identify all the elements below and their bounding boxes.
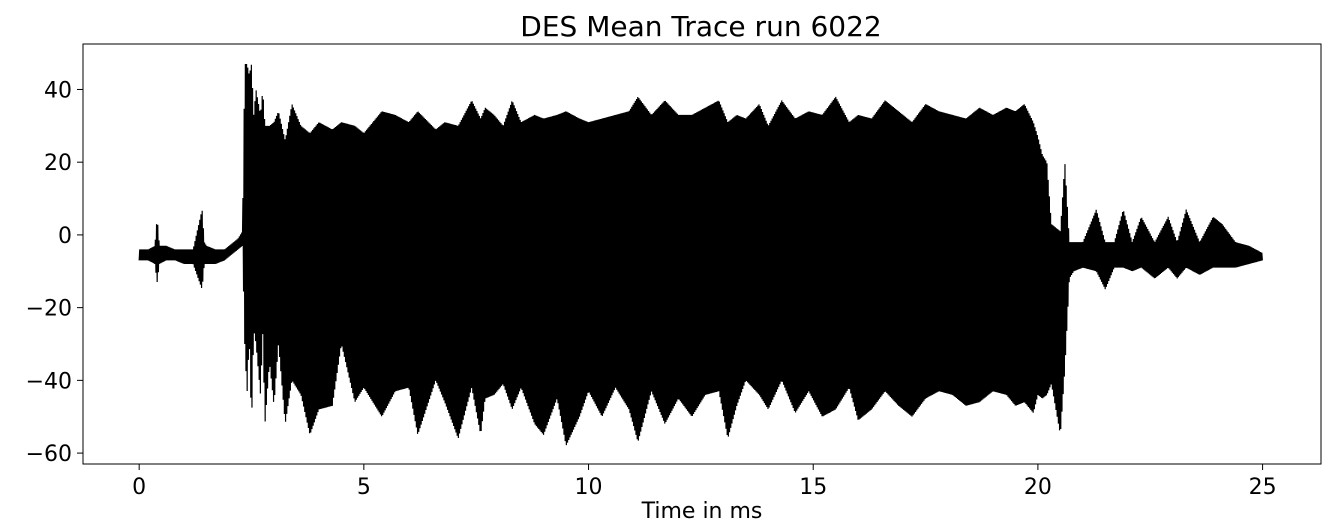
x-axis-ticks: 0 5 10 15 20 25	[132, 464, 1277, 500]
y-tick-label: −20	[26, 297, 72, 322]
x-axis-label: Time in ms	[641, 499, 763, 524]
y-tick-label: −40	[26, 369, 72, 394]
x-tick-label: 0	[132, 475, 146, 500]
x-tick-label: 25	[1249, 475, 1277, 500]
y-tick-label: −60	[26, 442, 72, 467]
y-tick-label: 0	[58, 224, 72, 249]
x-tick-label: 10	[575, 475, 603, 500]
trace-layer	[138, 63, 1263, 446]
chart-title: DES Mean Trace run 6022	[520, 10, 881, 43]
x-tick-label: 20	[1024, 475, 1052, 500]
y-tick-label: 40	[44, 78, 72, 103]
y-axis-ticks: 40 20 0 −20 −40 −60	[26, 78, 83, 467]
x-tick-label: 5	[357, 475, 371, 500]
y-tick-label: 20	[44, 151, 72, 176]
x-tick-label: 15	[799, 475, 827, 500]
trace-series-0	[138, 63, 1263, 446]
plot-frame	[82, 43, 1322, 465]
